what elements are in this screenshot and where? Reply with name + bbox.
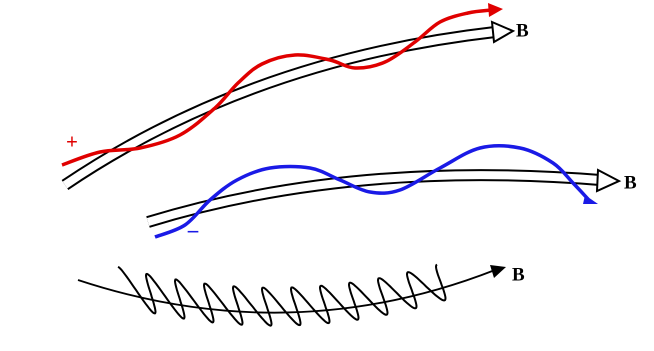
field-arrowhead <box>492 22 513 42</box>
negative-arrowhead <box>583 195 598 204</box>
helix <box>118 265 446 326</box>
negative-trajectory <box>155 146 588 237</box>
diagram: B + B − B <box>0 0 654 351</box>
field-arrow-fill <box>65 32 495 185</box>
negative-label: − <box>187 219 200 244</box>
positive-arrowhead <box>488 3 503 17</box>
field-arrowhead <box>597 170 619 191</box>
field-label: B <box>512 264 525 285</box>
field-label: B <box>516 20 529 41</box>
field-arrow <box>65 32 495 185</box>
field-arrowhead <box>490 265 506 278</box>
positive-label: + <box>66 131 78 153</box>
field-label: B <box>624 172 637 193</box>
